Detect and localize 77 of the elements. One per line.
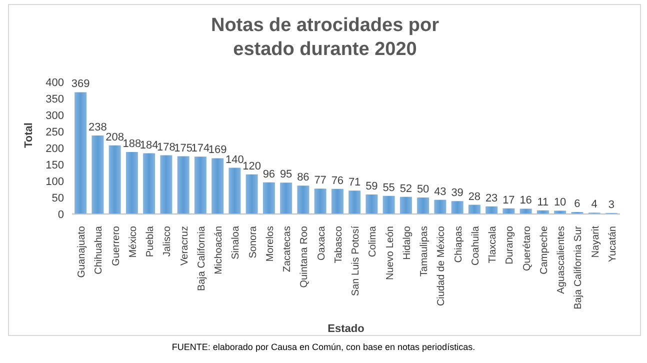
x-tick-label: Baja California Sur xyxy=(573,225,584,310)
x-tick-label: Durango xyxy=(504,226,516,264)
data-label: 188 xyxy=(122,138,142,150)
chart-title: Notas de atrocidades por estado durante 2020 xyxy=(210,14,440,62)
x-tick-label: Campeche xyxy=(538,226,550,274)
x-tick-label: Guerrero xyxy=(110,226,122,266)
data-label: 4 xyxy=(591,198,598,211)
x-tick-label: Nuevo León xyxy=(384,226,396,280)
data-label: 178 xyxy=(157,141,176,154)
x-tick-label: Oaxaca xyxy=(316,226,328,260)
data-label: 86 xyxy=(297,172,310,184)
data-label: 23 xyxy=(485,192,498,204)
data-label: 174 xyxy=(191,142,210,155)
x-tick-label: Baja California xyxy=(196,226,208,292)
x-tick-label: Chihuahua xyxy=(94,226,105,274)
data-label: 95 xyxy=(280,168,292,181)
data-label: 10 xyxy=(554,196,566,209)
data-label: 238 xyxy=(88,121,107,134)
data-label: 120 xyxy=(242,160,261,172)
x-tick-label: Guanajuato xyxy=(76,226,88,278)
y-tick-label: 150 xyxy=(46,159,64,172)
data-label: 6 xyxy=(574,198,580,210)
data-label: 17 xyxy=(502,194,515,206)
x-tick-label: Querétaro xyxy=(522,226,533,272)
data-label: 52 xyxy=(400,182,412,195)
data-label: 71 xyxy=(348,176,361,189)
x-tick-label: Michoacán xyxy=(214,226,225,274)
source-note: FUENTE: elaborado por Causa en Común, con base en notas periodísticas. xyxy=(170,342,476,352)
data-label: 208 xyxy=(106,131,124,144)
y-tick-label: 100 xyxy=(46,176,64,188)
y-tick-label: 200 xyxy=(46,142,64,155)
x-tick-label: San Luis Potosí xyxy=(350,226,362,296)
x-axis-title: Estado xyxy=(328,323,365,335)
x-tick-label: Tabasco xyxy=(333,226,344,264)
x-tick-label: Zacatecas xyxy=(282,226,294,272)
y-tick-label: 50 xyxy=(52,192,64,204)
x-tick-label: México xyxy=(128,226,139,258)
x-tick-label: Morelos xyxy=(264,226,276,262)
x-tick-label: Colima xyxy=(368,226,379,258)
y-tick-label: 300 xyxy=(46,110,64,122)
x-tick-label: Jalisco xyxy=(162,226,174,257)
data-label: 50 xyxy=(416,184,430,196)
y-tick-label: 0 xyxy=(58,208,64,221)
x-tick-label: Yucatán xyxy=(607,226,618,262)
y-tick-label: 350 xyxy=(46,93,64,106)
x-tick-label: Hidalgo xyxy=(402,226,413,260)
x-tick-label: Chiapas xyxy=(453,226,464,263)
data-label: 96 xyxy=(262,168,276,180)
data-label: 140 xyxy=(226,154,244,166)
x-tick-label: Quintana Roo xyxy=(299,226,310,288)
data-label: 59 xyxy=(366,180,378,193)
y-tick-label: 250 xyxy=(46,126,64,138)
data-label: 369 xyxy=(71,78,90,90)
x-tick-label: Ciudad de México xyxy=(436,226,448,306)
y-axis-title: Total xyxy=(22,122,35,148)
data-label: 16 xyxy=(520,194,532,207)
data-label: 43 xyxy=(434,186,446,198)
x-tick-label: Aguascalientes xyxy=(556,226,568,294)
x-tick-label: Nayarit xyxy=(590,226,602,258)
x-tick-label: Coahuila xyxy=(470,226,482,266)
data-label: 175 xyxy=(174,142,192,154)
x-tick-label: Puebla xyxy=(145,226,156,258)
data-label: 76 xyxy=(331,174,344,187)
x-tick-label: Tamaulipas xyxy=(419,226,430,277)
data-label: 77 xyxy=(314,174,326,187)
data-label: 28 xyxy=(468,190,481,203)
data-label: 169 xyxy=(208,144,227,156)
x-tick-label: Sonora xyxy=(248,226,259,258)
x-tick-label: Sinaloa xyxy=(230,226,242,260)
y-tick-label: 400 xyxy=(46,76,64,89)
data-label: 55 xyxy=(382,182,395,194)
data-label: 11 xyxy=(537,196,549,208)
data-label: 39 xyxy=(451,187,464,200)
data-label: 3 xyxy=(608,199,615,212)
x-tick-label: Veracruz xyxy=(179,226,190,266)
x-tick-label: Tlaxcala xyxy=(488,226,499,264)
data-label: 184 xyxy=(140,139,158,152)
